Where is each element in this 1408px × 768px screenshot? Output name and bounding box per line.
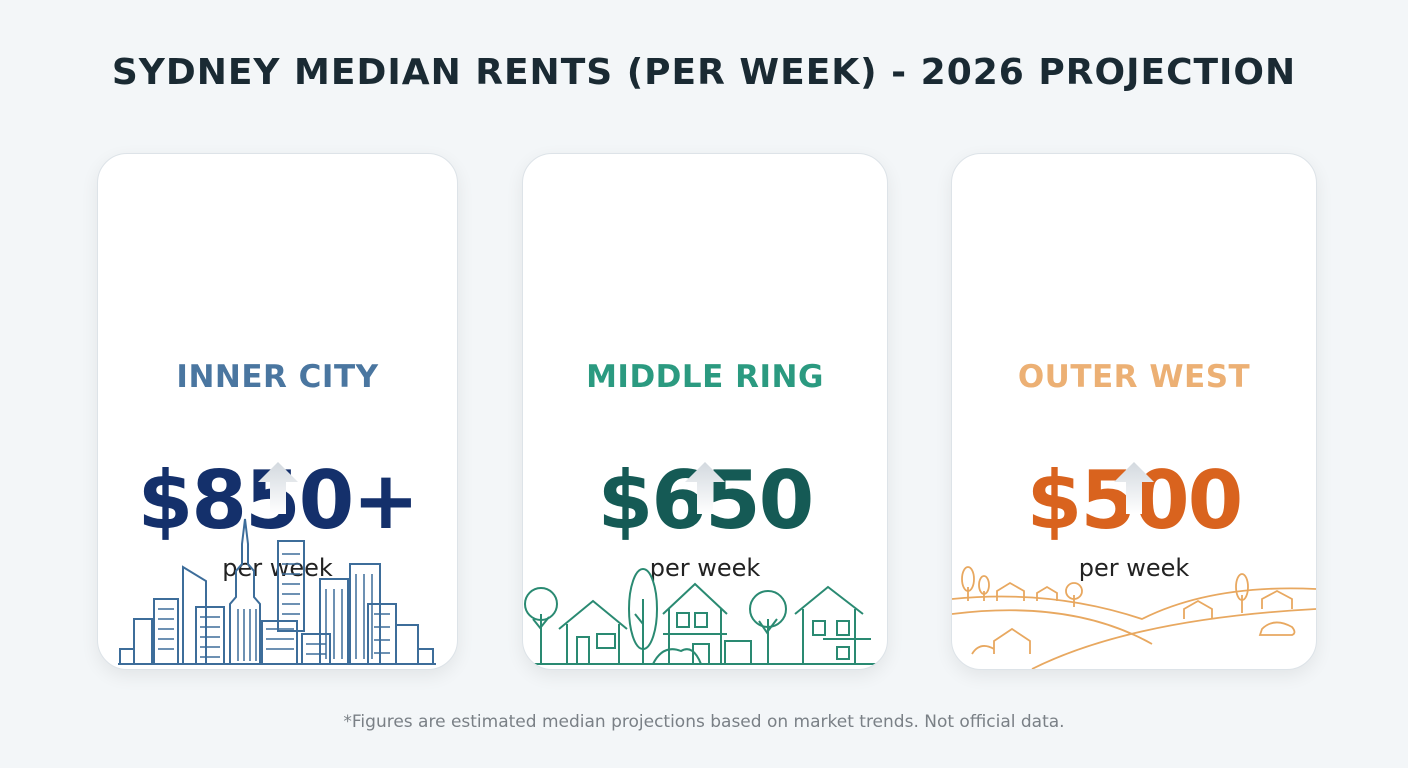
suburban-houses-icon bbox=[524, 568, 885, 665]
price-unit: per week bbox=[649, 554, 761, 582]
card-inner-city: INNER CITY $850+ per week bbox=[97, 153, 458, 670]
city-skyline-icon bbox=[118, 518, 436, 665]
region-title: INNER CITY bbox=[176, 359, 379, 395]
card-middle-ring: MIDDLE RING $650 per week bbox=[522, 153, 888, 670]
up-arrow-icon bbox=[257, 462, 298, 514]
footnote: *Figures are estimated median projection… bbox=[343, 712, 1065, 732]
price-unit: per week bbox=[1078, 554, 1190, 582]
region-title: MIDDLE RING bbox=[586, 359, 824, 395]
up-arrow-icon bbox=[685, 462, 725, 514]
card-outer-west: OUTER WEST $500 per week bbox=[951, 153, 1317, 670]
up-arrow-icon bbox=[1114, 462, 1154, 514]
rural-hills-icon bbox=[952, 566, 1316, 669]
region-title: OUTER WEST bbox=[1017, 359, 1251, 395]
page-title: SYDNEY MEDIAN RENTS (PER WEEK) - 2026 PR… bbox=[111, 52, 1297, 93]
